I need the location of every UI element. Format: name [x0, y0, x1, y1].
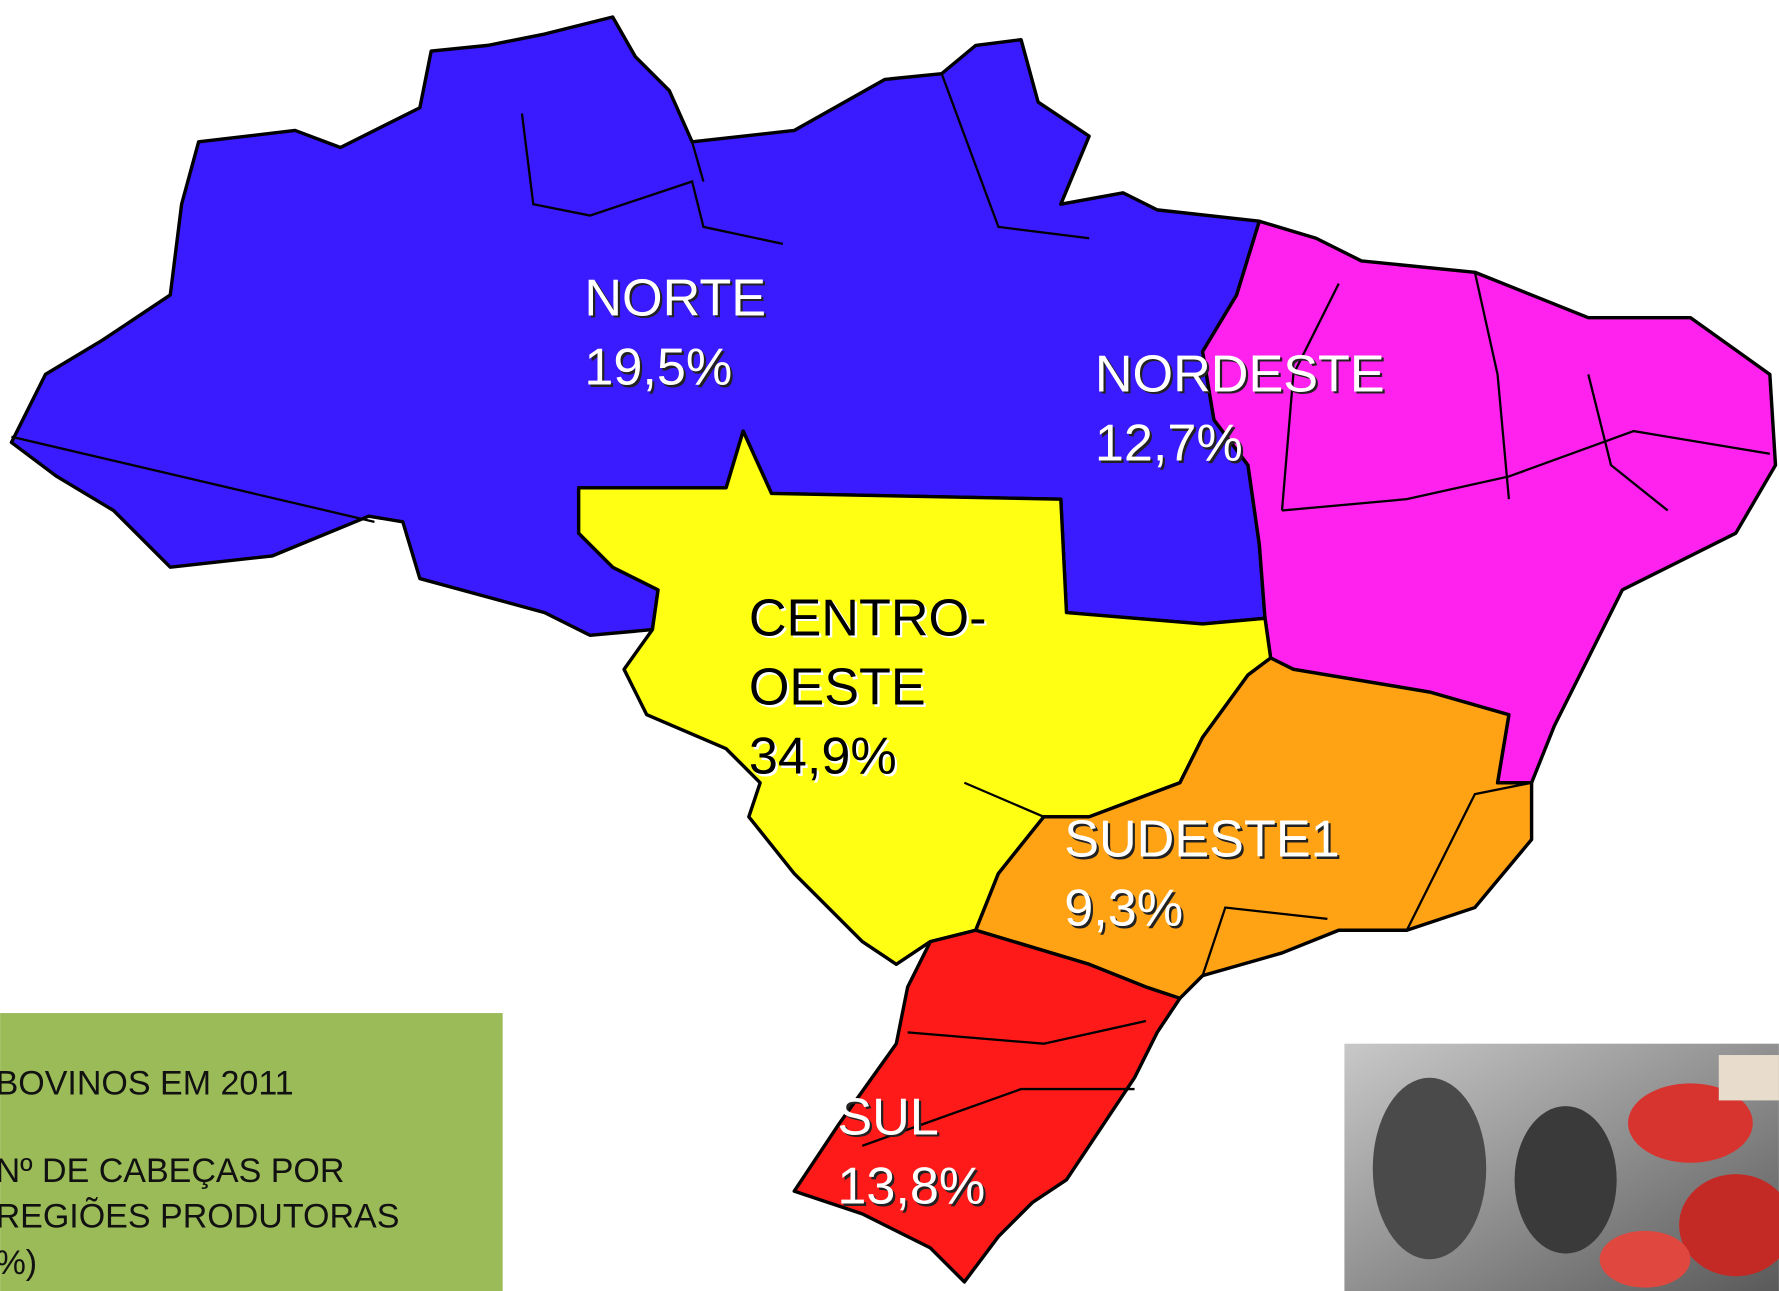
region-share: 34,9%: [749, 728, 897, 786]
region-name: NORTE: [584, 269, 766, 327]
region-share: 12,7%: [1095, 415, 1243, 473]
caption-line: %): [0, 1244, 37, 1282]
caption-line: Nº DE CABEÇAS POR: [0, 1152, 344, 1190]
region-name: OESTE: [749, 658, 926, 716]
page: NORTENORTE19,5%19,5%NORDESTENORDESTE12,7…: [0, 0, 1779, 1291]
caption-line: BOVINOS EM 2011: [0, 1065, 294, 1103]
region-name: SUDESTE1: [1064, 811, 1339, 869]
caption-line: REGIÕES PRODUTORAS: [0, 1197, 399, 1235]
region-name: CENTRO-: [749, 589, 987, 647]
map: NORTENORTE19,5%19,5%NORDESTENORDESTE12,7…: [0, 0, 1779, 1291]
region-name: NORDESTE: [1095, 345, 1385, 403]
photo: [1344, 1044, 1779, 1291]
region-share: 13,8%: [837, 1158, 985, 1216]
region-name: SUL: [837, 1088, 938, 1146]
region-share: 9,3%: [1064, 880, 1183, 938]
region-share: 19,5%: [584, 339, 732, 397]
